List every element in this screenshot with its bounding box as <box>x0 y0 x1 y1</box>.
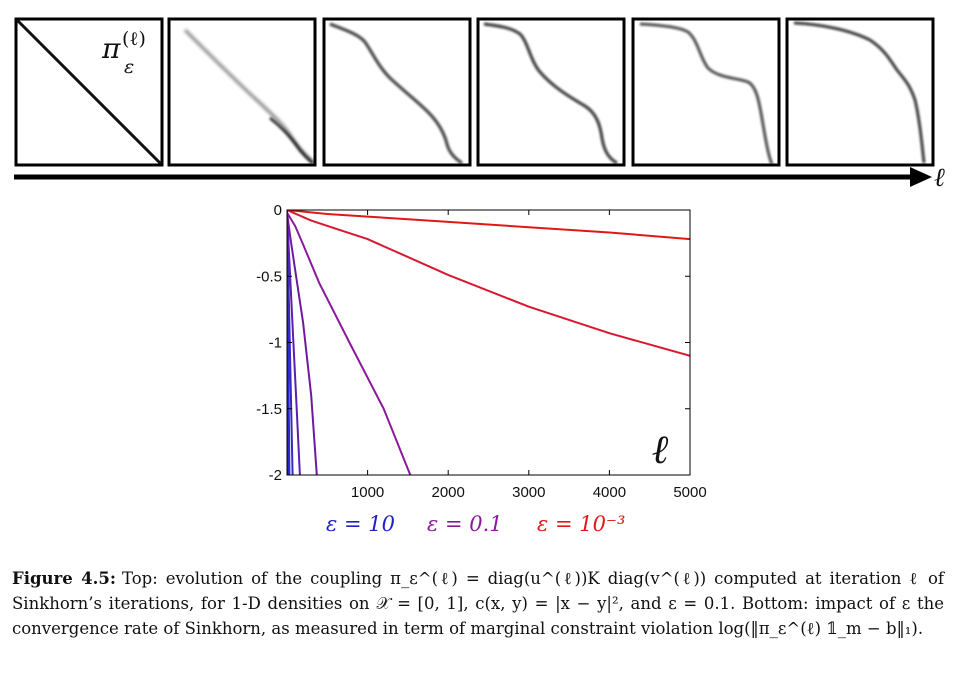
y-tick-label: -1.5 <box>256 401 282 418</box>
iteration-axis-label: ℓ <box>934 163 945 193</box>
x-tick-label: 1000 <box>351 484 384 501</box>
legend-eps-10-text: ε = 10 <box>326 512 395 536</box>
y-tick-label: 0 <box>274 202 282 219</box>
y-tick-label: -1 <box>269 335 282 352</box>
x-tick-label: 5000 <box>673 484 706 501</box>
x-tick-label: 2000 <box>432 484 465 501</box>
pi-symbol: π <box>101 32 121 65</box>
iteration-arrow <box>14 167 932 187</box>
series-line-4 <box>287 212 301 475</box>
legend-eps-01-text: ε = 0.1 <box>427 512 503 536</box>
coupling-panel-6 <box>785 17 935 167</box>
legend-eps-10: ε = 10 <box>326 512 395 536</box>
coupling-panel-5 <box>631 17 781 167</box>
plot-frame <box>286 209 691 476</box>
series-line-5 <box>287 212 318 475</box>
series-line-8 <box>287 210 690 241</box>
convergence-chart: 1000 2000 3000 4000 5000 0 -0.5 -1 -1.5 -2 ℓ <box>256 202 707 501</box>
pi-subscript: ε <box>124 56 134 78</box>
caption-text: Top: evolution of the coupling π_ε^(ℓ) =… <box>12 569 944 638</box>
coupling-panel-2 <box>167 17 317 167</box>
series-line-3 <box>287 212 294 475</box>
pi-superscript: (ℓ) <box>122 28 146 50</box>
x-tick-label: 4000 <box>593 484 626 501</box>
y-tick-label: -2 <box>269 467 282 484</box>
coupling-panel-4 <box>476 17 626 167</box>
y-tick-label: -0.5 <box>256 268 282 285</box>
figure-caption: Figure 4.5: Top: evolution of the couplin… <box>12 566 944 641</box>
series-line-6 <box>287 212 412 475</box>
coupling-panel-1 <box>14 17 164 167</box>
x-tick-label: 3000 <box>512 484 545 501</box>
coupling-panel-3 <box>322 17 472 167</box>
figure-label: Figure 4.5: <box>12 569 116 588</box>
legend-eps-1e-3-text: ε = 10⁻³ <box>537 512 626 536</box>
legend-eps-01: ε = 0.1 <box>427 512 503 536</box>
coupling-evolution-strip: π (ℓ) ε ℓ <box>14 17 945 193</box>
legend-eps-1e-3: ε = 10⁻³ <box>537 512 625 536</box>
series-line-7 <box>287 210 690 357</box>
x-axis-label: ℓ <box>652 427 669 473</box>
